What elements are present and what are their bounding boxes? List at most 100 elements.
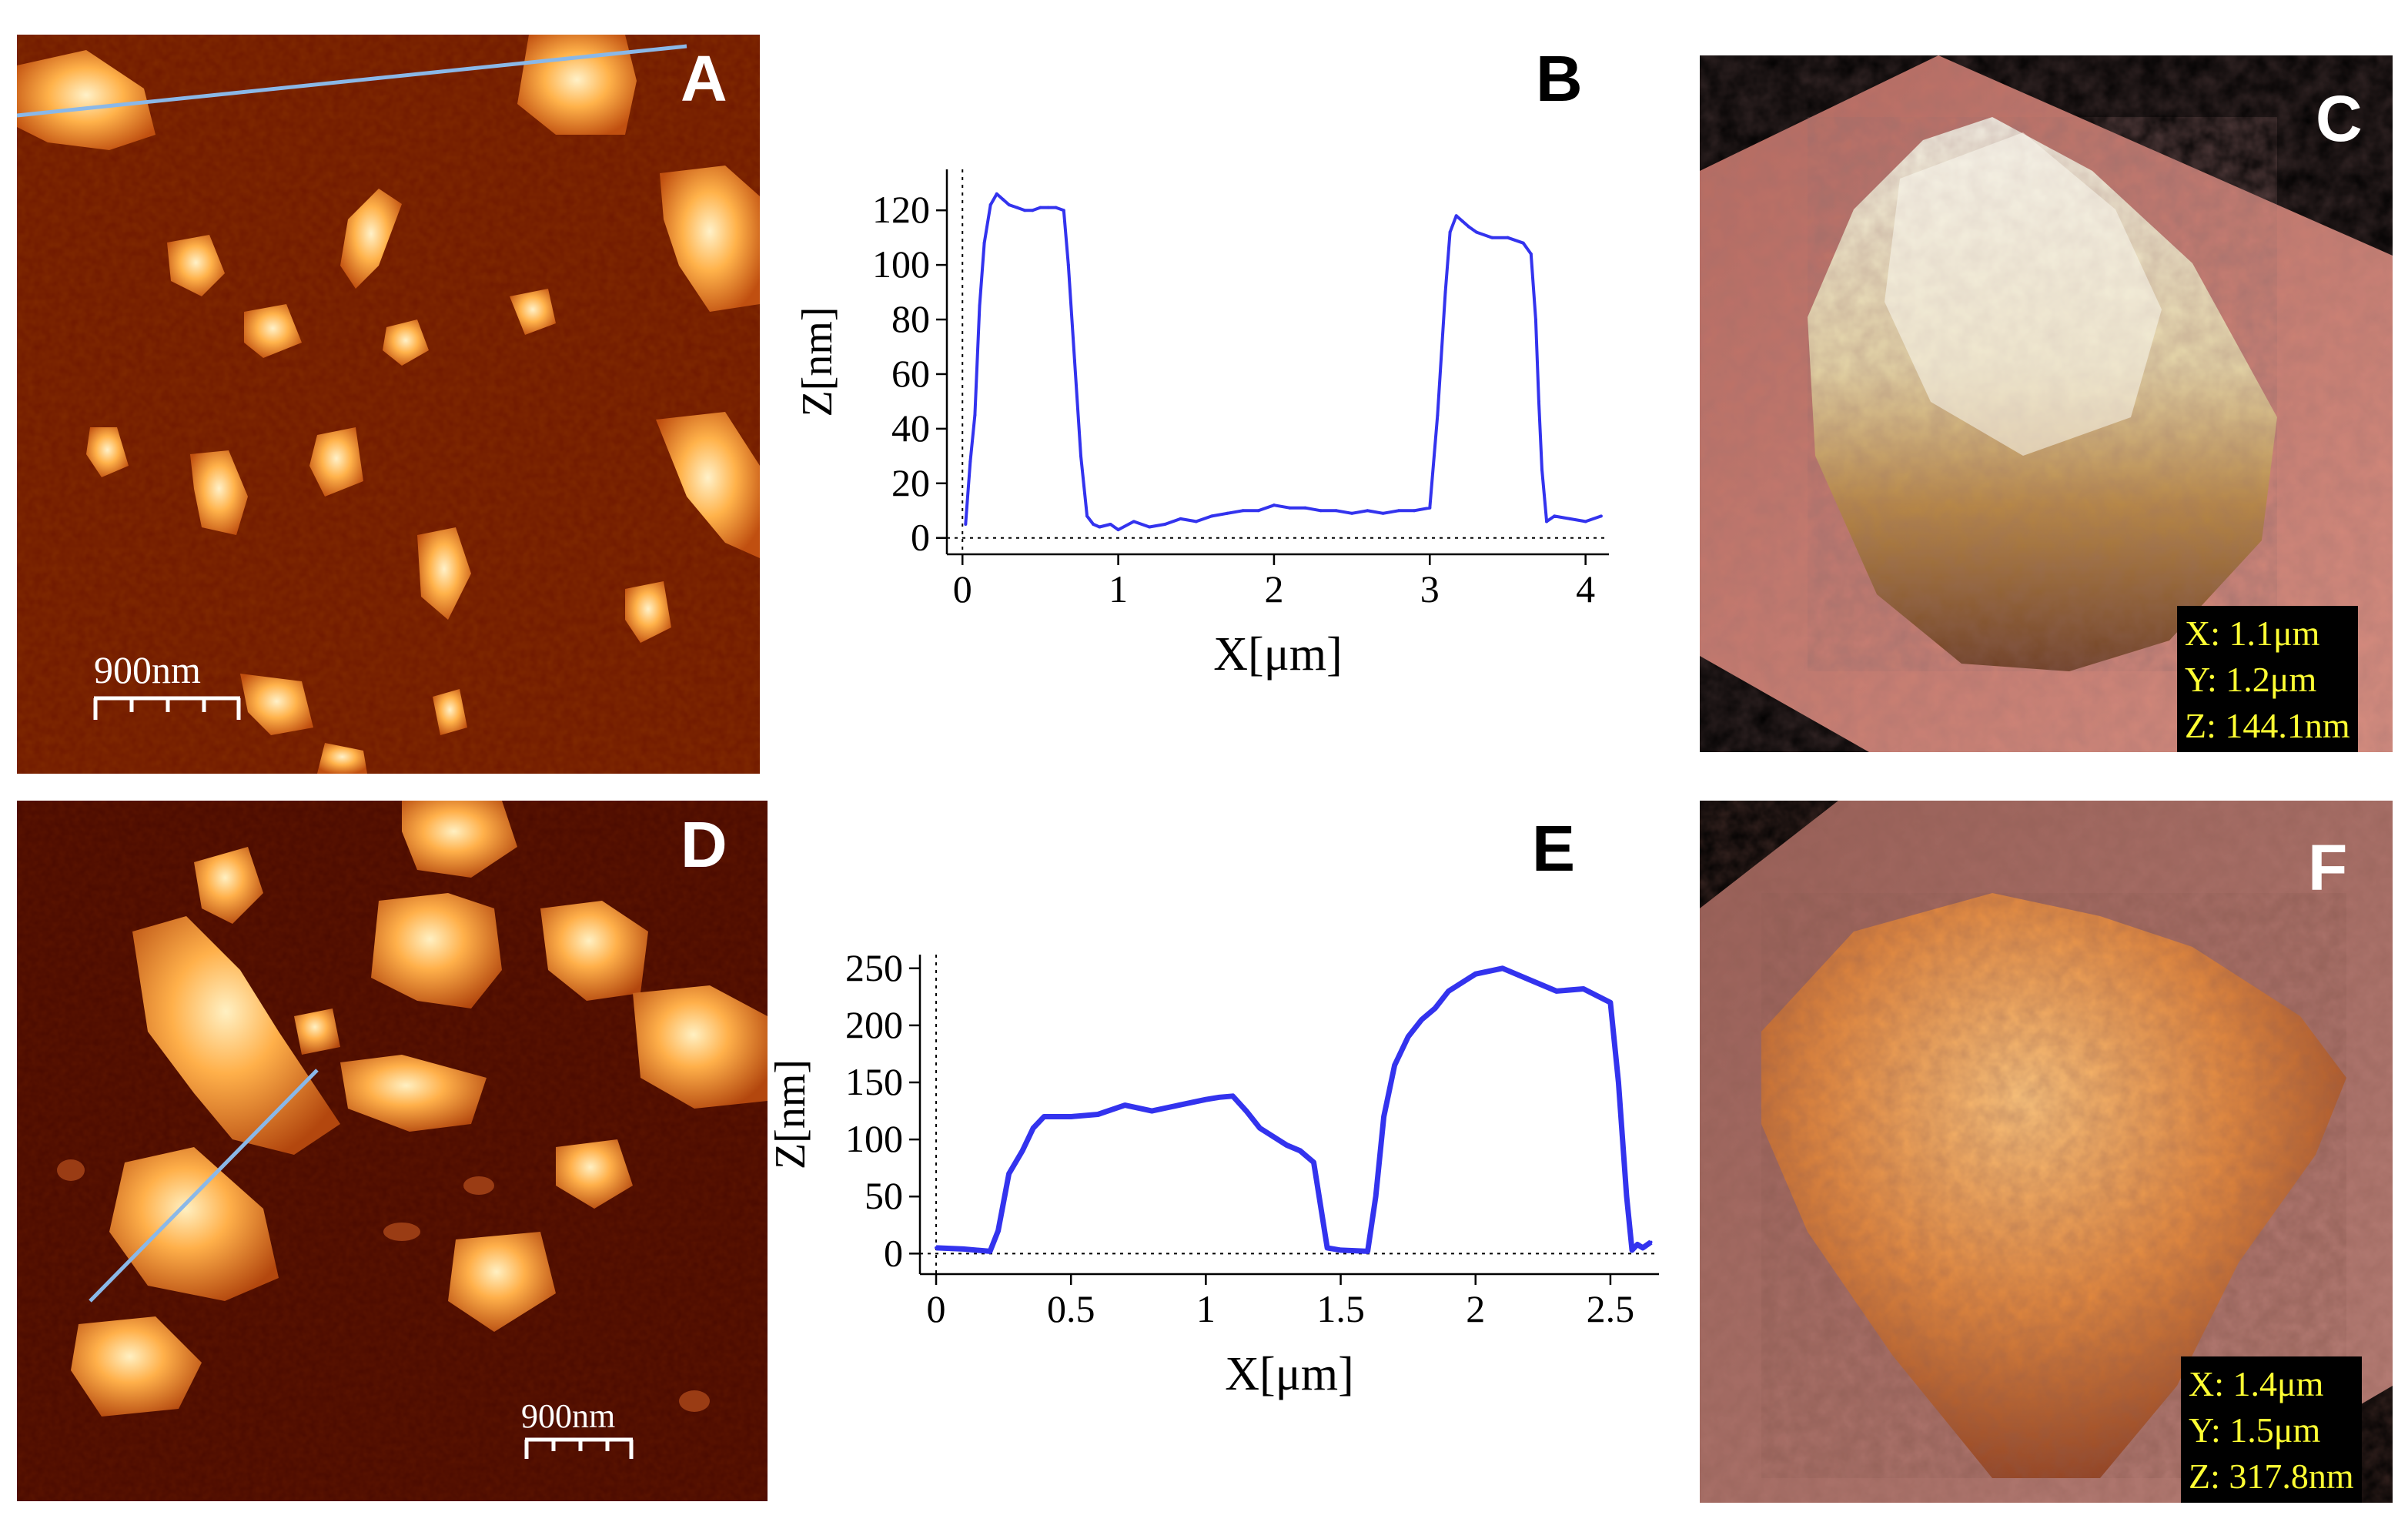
panel-letter-e: E [1532, 812, 1576, 885]
y-tick-label: 200 [845, 1003, 903, 1046]
y-tick-label: 60 [891, 352, 930, 395]
data-point [1624, 1195, 1628, 1199]
data-point [1428, 506, 1432, 510]
data-point [1312, 1160, 1316, 1164]
y-axis-label: Z[nm] [794, 306, 841, 416]
data-point [1649, 1240, 1653, 1244]
x-tick-label: 4 [1576, 567, 1595, 610]
data-point [1350, 511, 1354, 515]
data-point [1258, 1126, 1262, 1130]
data-point [982, 241, 986, 245]
panel-letter-f: F [2308, 831, 2348, 904]
y-tick-label: 120 [872, 188, 930, 231]
data-point [1007, 203, 1011, 207]
afm-3d-render-f: F X: 1.4μm Y: 1.5μm Z: 317.8nm [1700, 801, 2393, 1503]
data-point [1032, 1126, 1035, 1130]
dimension-x: X: 1.1μm [2185, 614, 2320, 653]
data-point [1217, 1095, 1221, 1099]
data-point [1038, 206, 1042, 209]
data-point [1177, 1103, 1181, 1107]
data-point [1454, 214, 1458, 218]
data-point [1148, 525, 1152, 529]
x-tick-label: 0.5 [1047, 1287, 1095, 1330]
data-point [1326, 1246, 1329, 1249]
dimension-y: Y: 1.5μm [2189, 1410, 2321, 1450]
data-point [1490, 236, 1494, 239]
y-tick-label: 100 [845, 1117, 903, 1160]
y-tick-label: 0 [911, 516, 930, 559]
data-point [1299, 1149, 1303, 1152]
data-point [1413, 509, 1416, 513]
x-tick-label: 2 [1264, 567, 1283, 610]
x-axis-label: X[μm] [1213, 628, 1343, 681]
data-point [1179, 517, 1182, 520]
data-point [1054, 206, 1058, 209]
data-point [1210, 514, 1213, 518]
data-point [1475, 230, 1478, 234]
height-profile-series [964, 192, 1602, 532]
data-point [1069, 1115, 1073, 1119]
panel-letter-c: C [2316, 82, 2363, 155]
panel-letter-d: D [681, 808, 727, 881]
data-point [1500, 966, 1504, 970]
data-point [978, 304, 982, 308]
data-point [1635, 1243, 1639, 1246]
afm-image-d: 900nm D [17, 801, 768, 1501]
x-tick-label: 2 [1466, 1287, 1485, 1330]
y-tick-label: 0 [884, 1231, 903, 1274]
data-point [1079, 454, 1083, 458]
data-point [1007, 1172, 1011, 1176]
data-point [1285, 1143, 1289, 1147]
data-point [1584, 520, 1587, 523]
height-profile-series [935, 965, 1653, 1254]
data-point [1443, 290, 1447, 294]
data-point [996, 1229, 1000, 1233]
data-point [1448, 230, 1452, 234]
data-point [1640, 1246, 1644, 1249]
data-point [1568, 517, 1572, 520]
data-point [1366, 509, 1370, 513]
data-point [1288, 506, 1292, 510]
y-tick-label: 100 [872, 243, 930, 286]
data-point [1023, 209, 1027, 212]
x-tick-label: 1.5 [1316, 1287, 1365, 1330]
data-point [1617, 1081, 1620, 1084]
data-point [973, 413, 977, 417]
y-tick-label: 20 [891, 461, 930, 504]
data-point [1553, 514, 1557, 518]
y-tick-label: 250 [845, 946, 903, 989]
data-point [1537, 400, 1540, 403]
scale-bar-label: 900nm [521, 1397, 616, 1435]
data-point [995, 192, 998, 196]
data-point [1554, 989, 1558, 993]
data-point [1062, 209, 1065, 212]
data-point [988, 203, 992, 207]
data-point [1467, 225, 1470, 229]
data-point [1545, 520, 1549, 523]
dimension-z: Z: 144.1nm [2185, 706, 2350, 745]
y-axis-label: Z[nm] [770, 1059, 814, 1169]
data-point [1529, 252, 1533, 256]
y-tick-label: 50 [865, 1174, 903, 1217]
afm-3d-render-c: C X: 1.1μm Y: 1.2μm Z: 144.1nm [1700, 55, 2393, 752]
data-point [1085, 514, 1089, 518]
dimensions-box-f: X: 1.4μm Y: 1.5μm Z: 317.8nm [2181, 1356, 2362, 1503]
data-point [1374, 1195, 1378, 1199]
data-point [1098, 525, 1102, 529]
data-point [1599, 514, 1603, 518]
data-point [1521, 241, 1525, 245]
data-point [1366, 1249, 1370, 1253]
data-point [1066, 263, 1070, 267]
data-point [1231, 1094, 1235, 1098]
dimension-x: X: 1.4μm [2189, 1364, 2324, 1403]
data-point [1473, 972, 1477, 976]
data-point [1527, 978, 1531, 982]
data-point [1072, 359, 1076, 363]
data-point [1420, 1018, 1423, 1022]
afm-image-a: 900nm A [17, 35, 760, 774]
data-point [1241, 509, 1245, 513]
data-point [935, 1246, 938, 1249]
data-point [1163, 522, 1167, 526]
panel-letter-b: B [1536, 42, 1583, 115]
line-plot-e: E 0 0.5 1 1.5 2 2.5 0 50 100 150 200 250 X[μm] Z[nm] [770, 801, 1678, 1494]
